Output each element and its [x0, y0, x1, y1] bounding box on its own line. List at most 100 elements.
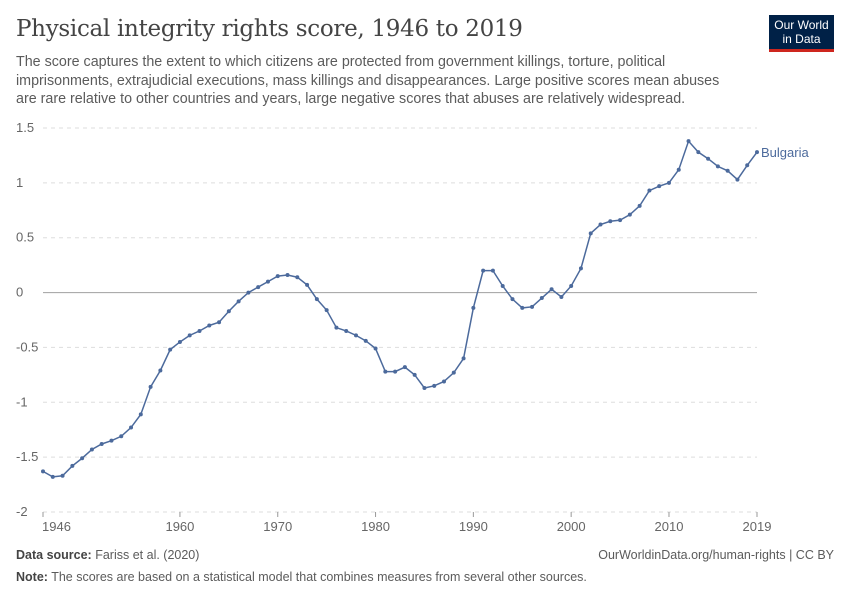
data-point [627, 212, 632, 217]
data-point [119, 434, 124, 439]
data-point [129, 425, 134, 430]
y-tick-label: 0.5 [16, 230, 34, 245]
y-tick-label: -0.5 [16, 339, 38, 354]
data-point [686, 139, 691, 144]
x-tick-label: 1990 [459, 519, 488, 534]
data-point [588, 231, 593, 236]
data-point [168, 347, 173, 352]
data-point [236, 299, 241, 304]
y-tick-label: -2 [16, 504, 28, 519]
data-point [41, 469, 45, 474]
data-point [70, 463, 75, 468]
data-point [402, 365, 407, 370]
x-tick-label: 2000 [557, 519, 586, 534]
data-point [755, 150, 759, 155]
data-point [187, 333, 192, 338]
data-point [285, 273, 290, 278]
data-point [393, 369, 398, 374]
data-point [265, 279, 270, 284]
y-tick-label: 1.5 [16, 120, 34, 135]
data-point [177, 339, 182, 344]
data-point [706, 156, 711, 161]
data-point [295, 275, 300, 280]
y-tick-label: -1 [16, 394, 28, 409]
data-point [530, 304, 535, 309]
data-point [353, 333, 358, 338]
data-point [226, 309, 231, 314]
x-tick-label: 1970 [263, 519, 292, 534]
data-point [422, 386, 427, 391]
x-tick-label: 1946 [42, 519, 71, 534]
data-point [148, 384, 153, 389]
data-point [138, 412, 143, 417]
y-tick-label: -1.5 [16, 449, 38, 464]
x-tick-label: 2010 [655, 519, 684, 534]
data-point [207, 323, 212, 328]
data-point [745, 163, 750, 168]
data-point [344, 328, 349, 333]
chart-subtitle: The score captures the extent to which c… [16, 54, 720, 107]
data-point [471, 305, 476, 310]
data-point [275, 274, 280, 279]
data-point [256, 285, 261, 290]
series-line [42, 139, 758, 478]
data-point [676, 167, 681, 172]
data-point [725, 168, 730, 173]
data-point [60, 473, 65, 478]
data-point [89, 447, 94, 452]
data-point [246, 290, 251, 295]
data-point [666, 180, 671, 185]
data-point [217, 320, 222, 325]
owid-logo[interactable]: Our World in Data [769, 15, 834, 52]
data-point [383, 369, 388, 374]
source-url[interactable]: OurWorldinData.org/human-rights | CC BY [598, 548, 834, 562]
note: Note: The scores are based on a statisti… [16, 570, 587, 584]
data-point [99, 441, 104, 446]
data-point [510, 297, 515, 302]
chart-title: Physical integrity rights score, 1946 to… [16, 16, 523, 42]
data-point [197, 328, 202, 333]
source-label: Data source: [16, 548, 92, 562]
logo-line-1: Our World [774, 18, 829, 32]
data-point [481, 268, 486, 273]
data-point [109, 438, 114, 443]
data-point [539, 296, 544, 301]
data-point [80, 456, 85, 461]
data-point [442, 379, 447, 384]
data-point [549, 287, 554, 292]
data-point [657, 184, 662, 189]
y-tick-label: 0 [16, 285, 23, 300]
data-point [608, 219, 613, 224]
data-point [559, 294, 564, 299]
data-point [569, 283, 574, 288]
data-point [647, 188, 652, 193]
data-point [500, 283, 505, 288]
data-point [598, 222, 603, 227]
data-point [696, 150, 701, 155]
data-point [158, 368, 163, 373]
logo-line-2: in Data [782, 32, 821, 46]
data-point [334, 325, 339, 330]
data-point [324, 308, 329, 313]
data-point [314, 297, 319, 302]
data-point [373, 346, 378, 351]
data-point [715, 164, 720, 169]
x-tick-label: 1960 [165, 519, 194, 534]
data-point [412, 372, 417, 377]
data-point [50, 474, 55, 479]
data-point [735, 177, 740, 182]
note-label: Note: [16, 570, 48, 584]
data-point [637, 203, 642, 208]
x-tick-label: 2019 [743, 519, 772, 534]
data-point [520, 305, 525, 310]
data-point [490, 268, 495, 273]
source-text[interactable]: Fariss et al. (2020) [95, 548, 200, 562]
x-tick-label: 1980 [361, 519, 390, 534]
data-point [618, 218, 623, 223]
data-point [461, 356, 466, 361]
note-text: The scores are based on a statistical mo… [51, 570, 587, 584]
data-point [363, 338, 368, 343]
data-point [451, 370, 456, 375]
series-label: Bulgaria [761, 145, 809, 160]
